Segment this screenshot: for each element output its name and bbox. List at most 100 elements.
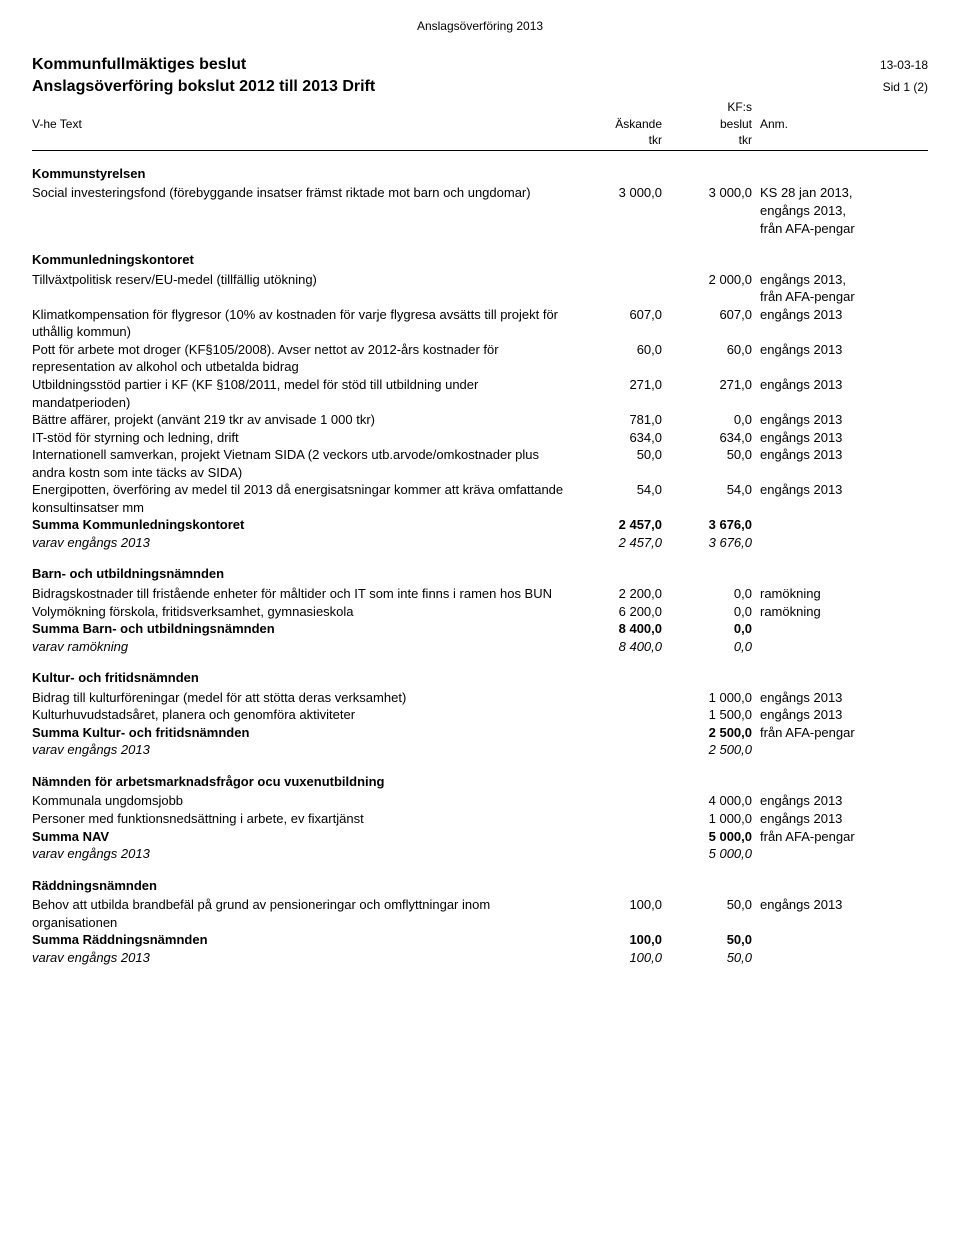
radd-r1-anm: engångs 2013 — [752, 896, 928, 914]
klk-r6-text: IT-stöd för styrning och ledning, drift — [32, 429, 572, 447]
klk-r1-kfs: 2 000,0 — [662, 271, 752, 289]
klk-r8-anm: engångs 2013 — [752, 481, 928, 499]
radd-varav-text: varav engångs 2013 — [32, 949, 572, 967]
klk-sum-ask: 2 457,0 — [572, 516, 662, 534]
section-nav-title: Nämnden för arbetsmarknadsfrågor ocu vux… — [32, 773, 928, 791]
doc-sid: Sid 1 (2) — [883, 79, 928, 95]
klk-sum-text: Summa Kommunledningskontoret — [32, 516, 572, 534]
klk-r1-text: Tillväxtpolitisk reserv/EU-medel (tillfä… — [32, 271, 572, 289]
kfn-varav-text: varav engångs 2013 — [32, 741, 572, 759]
section-bun-title: Barn- och utbildningsnämnden — [32, 565, 928, 583]
bun-r2-text: Volymökning förskola, fritidsverksamhet,… — [32, 603, 572, 621]
klk-r4-anm: engångs 2013 — [752, 376, 928, 394]
bun-varav-text: varav ramökning — [32, 638, 572, 656]
kfn-sum-text: Summa Kultur- och fritidsnämnden — [32, 724, 572, 742]
kfn-sum-kfs: 2 500,0 — [662, 724, 752, 742]
nav-varav-kfs: 5 000,0 — [662, 845, 752, 863]
section-klk-title: Kommunledningskontoret — [32, 251, 928, 269]
ks-r1-text: Social investeringsfond (förebyggande in… — [32, 184, 572, 202]
klk-r8-kfs: 54,0 — [662, 481, 752, 499]
header-anm: Anm. — [752, 116, 928, 132]
kfn-r2-kfs: 1 500,0 — [662, 706, 752, 724]
nav-r2-text: Personer med funktionsnedsättning i arbe… — [32, 810, 572, 828]
radd-r1-kfs: 50,0 — [662, 896, 752, 914]
nav-varav-text: varav engångs 2013 — [32, 845, 572, 863]
radd-sum-kfs: 50,0 — [662, 931, 752, 949]
kfn-r1-text: Bidrag till kulturföreningar (medel för … — [32, 689, 572, 707]
radd-sum-text: Summa Räddningsnämnden — [32, 931, 572, 949]
klk-r2-kfs: 607,0 — [662, 306, 752, 324]
kfn-r2-text: Kulturhuvudstadsåret, planera och genomf… — [32, 706, 572, 724]
ks-r1-anm2: engångs 2013, — [760, 202, 928, 220]
bun-sum-text: Summa Barn- och utbildningsnämnden — [32, 620, 572, 638]
klk-r1-anm2: från AFA-pengar — [760, 288, 928, 306]
radd-sum-ask: 100,0 — [572, 931, 662, 949]
klk-r8-text: Energipotten, överföring av medel til 20… — [32, 481, 572, 516]
radd-r1-ask: 100,0 — [572, 896, 662, 914]
header-kfs2: beslut — [662, 116, 752, 132]
klk-r3-anm: engångs 2013 — [752, 341, 928, 359]
klk-varav-text: varav engångs 2013 — [32, 534, 572, 552]
klk-r5-anm: engångs 2013 — [752, 411, 928, 429]
bun-r2-kfs: 0,0 — [662, 603, 752, 621]
bun-r2-ask: 6 200,0 — [572, 603, 662, 621]
title-1: Kommunfullmäktiges beslut — [32, 54, 246, 76]
header-vhe: V-he Text — [32, 116, 572, 132]
header-kfs-tkr: tkr — [662, 132, 752, 148]
bun-r2-anm: ramökning — [752, 603, 928, 621]
klk-r3-kfs: 60,0 — [662, 341, 752, 359]
klk-r2-anm: engångs 2013 — [752, 306, 928, 324]
klk-r4-text: Utbildningsstöd partier i KF (KF §108/20… — [32, 376, 572, 411]
header-ask-tkr: tkr — [572, 132, 662, 148]
klk-r4-ask: 271,0 — [572, 376, 662, 394]
nav-r2-anm: engångs 2013 — [752, 810, 928, 828]
nav-sum-anm: från AFA-pengar — [752, 828, 928, 846]
section-radd-title: Räddningsnämnden — [32, 877, 928, 895]
klk-r7-anm: engångs 2013 — [752, 446, 928, 464]
klk-varav-kfs: 3 676,0 — [662, 534, 752, 552]
klk-r6-ask: 634,0 — [572, 429, 662, 447]
nav-r1-anm: engångs 2013 — [752, 792, 928, 810]
kfn-sum-anm: från AFA-pengar — [752, 724, 928, 742]
bun-r1-kfs: 0,0 — [662, 585, 752, 603]
bun-sum-kfs: 0,0 — [662, 620, 752, 638]
klk-r3-text: Pott för arbete mot droger (KF§105/2008)… — [32, 341, 572, 376]
bun-varav-kfs: 0,0 — [662, 638, 752, 656]
bun-varav-ask: 8 400,0 — [572, 638, 662, 656]
ks-r1-anm1: KS 28 jan 2013, — [760, 184, 928, 202]
bun-sum-ask: 8 400,0 — [572, 620, 662, 638]
header-kfs1: KF:s — [662, 99, 752, 115]
klk-r8-ask: 54,0 — [572, 481, 662, 499]
nav-r1-kfs: 4 000,0 — [662, 792, 752, 810]
klk-r6-kfs: 634,0 — [662, 429, 752, 447]
doc-top-label: Anslagsöverföring 2013 — [32, 18, 928, 34]
header-ask: Äskande — [572, 116, 662, 132]
radd-r1-text: Behov att utbilda brandbefäl på grund av… — [32, 896, 572, 931]
section-kfn-title: Kultur- och fritidsnämnden — [32, 669, 928, 687]
klk-r2-ask: 607,0 — [572, 306, 662, 324]
klk-r5-kfs: 0,0 — [662, 411, 752, 429]
klk-r7-ask: 50,0 — [572, 446, 662, 464]
klk-sum-kfs: 3 676,0 — [662, 516, 752, 534]
ks-r1-kfs: 3 000,0 — [662, 184, 752, 202]
bun-r1-text: Bidragskostnader till fristående enheter… — [32, 585, 572, 603]
ks-r1-ask: 3 000,0 — [572, 184, 662, 202]
bun-r1-anm: ramökning — [752, 585, 928, 603]
section-ks-title: Kommunstyrelsen — [32, 165, 928, 183]
ks-r1-anm3: från AFA-pengar — [760, 220, 928, 238]
doc-date: 13-03-18 — [880, 57, 928, 73]
bun-r1-ask: 2 200,0 — [572, 585, 662, 603]
klk-r7-kfs: 50,0 — [662, 446, 752, 464]
nav-r1-text: Kommunala ungdomsjobb — [32, 792, 572, 810]
klk-r4-kfs: 271,0 — [662, 376, 752, 394]
kfn-r1-kfs: 1 000,0 — [662, 689, 752, 707]
kfn-varav-kfs: 2 500,0 — [662, 741, 752, 759]
radd-varav-kfs: 50,0 — [662, 949, 752, 967]
klk-r3-ask: 60,0 — [572, 341, 662, 359]
klk-r7-text: Internationell samverkan, projekt Vietna… — [32, 446, 572, 481]
nav-r2-kfs: 1 000,0 — [662, 810, 752, 828]
klk-r2-text: Klimatkompensation för flygresor (10% av… — [32, 306, 572, 341]
nav-sum-kfs: 5 000,0 — [662, 828, 752, 846]
radd-varav-ask: 100,0 — [572, 949, 662, 967]
klk-r1-anm1: engångs 2013, — [760, 271, 928, 289]
